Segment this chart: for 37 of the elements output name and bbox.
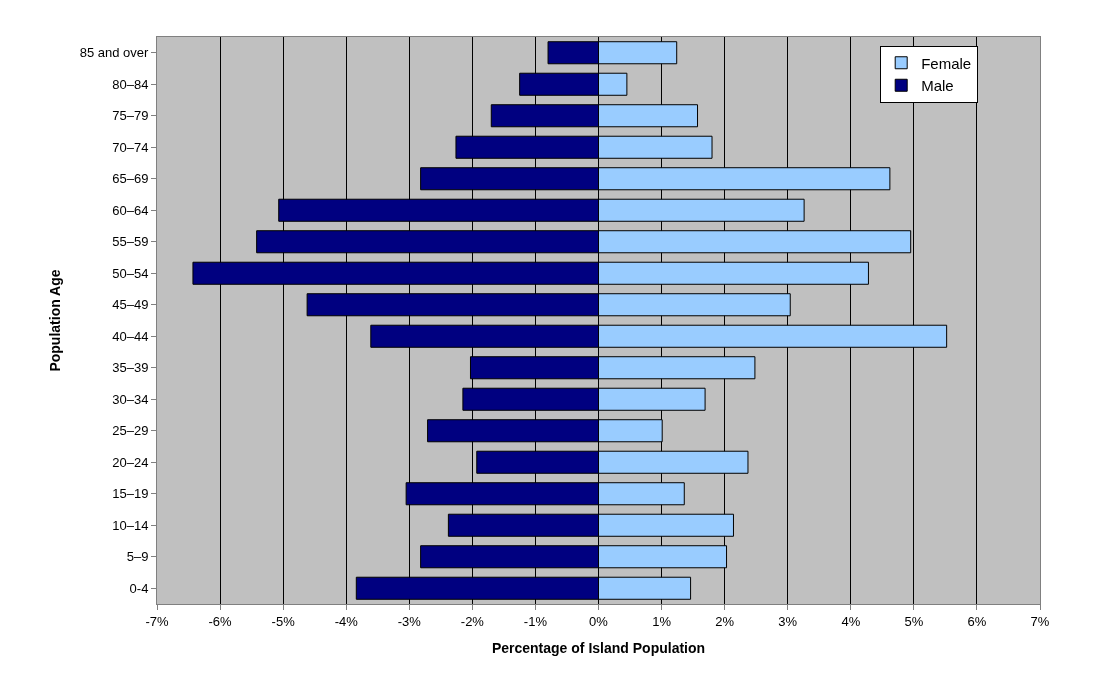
x-tick-label: -4% [334, 613, 359, 629]
x-tick-label: 4% [841, 613, 861, 629]
x-tick-label: -6% [208, 613, 233, 629]
y-tick-label: 0-4 [129, 580, 149, 596]
y-tick-label: 20–24 [112, 454, 149, 470]
x-tick-label: -7% [145, 613, 169, 629]
y-tick-label: 45–49 [112, 297, 149, 313]
x-tick-label: -3% [397, 613, 422, 629]
y-tick-label: 50–54 [112, 265, 149, 281]
x-tick-label: 7% [1030, 613, 1050, 629]
x-tick-label: 3% [778, 613, 798, 629]
x-tick-label: 0% [589, 613, 609, 629]
y-tick-label: 85 and over [79, 45, 150, 61]
y-tick-label: 25–29 [112, 423, 149, 439]
legend-label: Female [921, 54, 972, 72]
x-tick-label: 1% [652, 613, 672, 629]
y-tick-label: 75–79 [112, 108, 149, 124]
x-tick-label: 6% [967, 613, 987, 629]
y-tick-label: 65–69 [112, 171, 149, 187]
x-tick-label: -5% [271, 613, 296, 629]
x-tick-label: 2% [715, 613, 735, 629]
y-tick-label: 15–19 [112, 486, 149, 502]
y-tick-label: 40–44 [112, 328, 149, 344]
y-tick-label: 30–34 [112, 391, 149, 407]
x-tick-label: -2% [460, 613, 485, 629]
legend-label: Male [921, 77, 954, 95]
y-tick-label: 35–39 [112, 360, 149, 376]
x-tick-label: -1% [523, 613, 548, 629]
x-tick-label: 5% [904, 613, 924, 629]
y-tick-label: 10–14 [112, 517, 149, 533]
x-axis-title: Percentage of Island Population [491, 639, 706, 656]
y-axis-title: Population Age [47, 269, 64, 372]
y-tick-label: 5–9 [126, 549, 149, 565]
y-tick-label: 55–59 [112, 234, 149, 250]
y-tick-label: 70–74 [112, 139, 149, 155]
y-tick-label: 80–84 [112, 76, 149, 92]
y-tick-label: 60–64 [112, 202, 149, 218]
